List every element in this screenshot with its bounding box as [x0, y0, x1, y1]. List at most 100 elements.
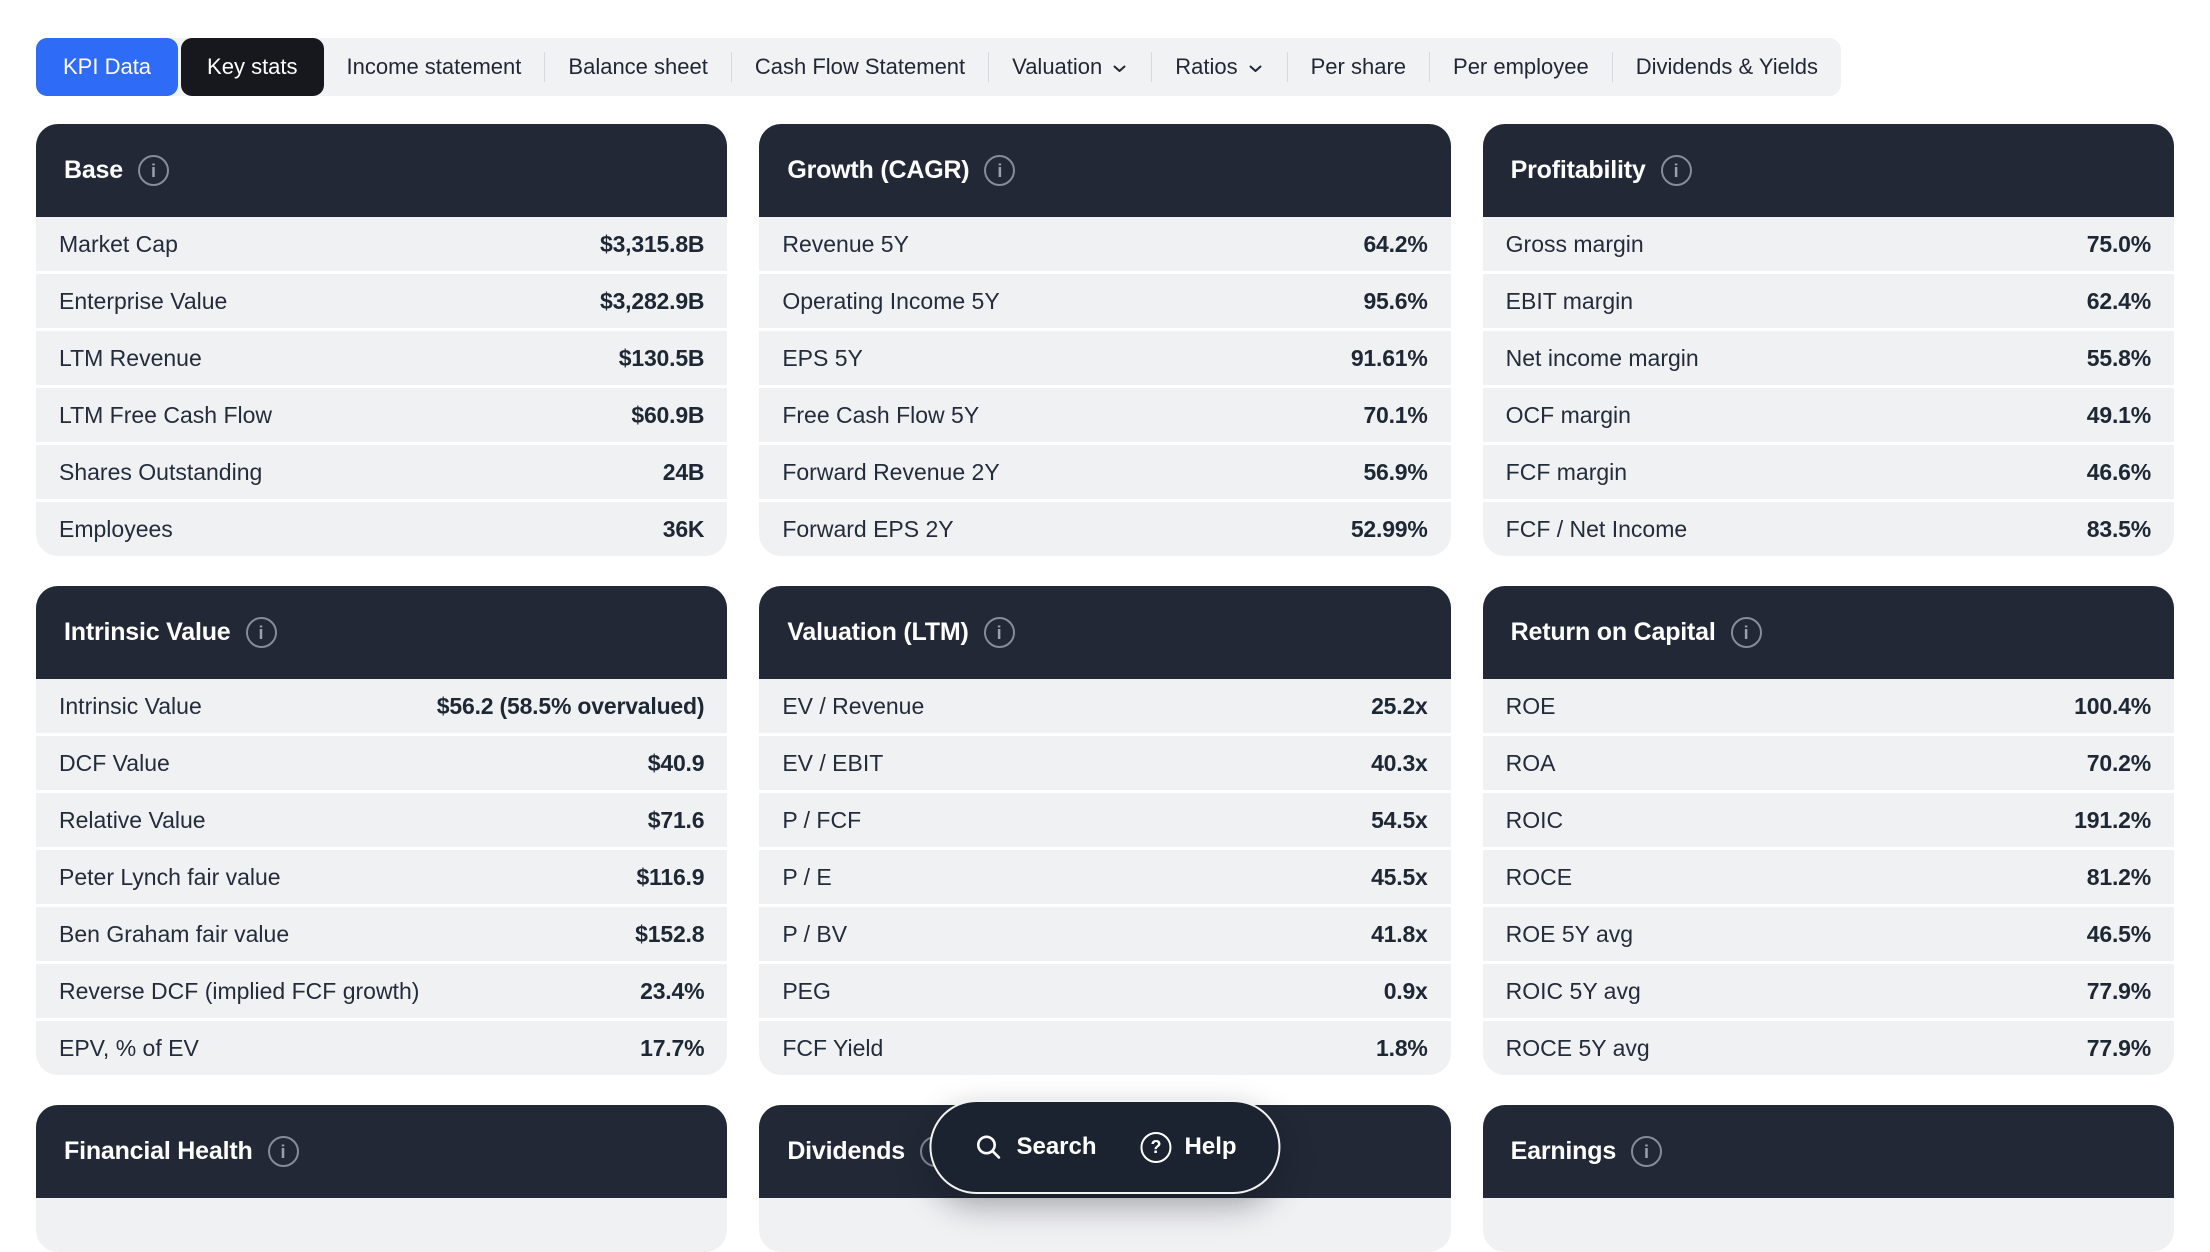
stat-row: Ben Graham fair value $152.8: [36, 907, 728, 961]
stat-row: EPV, % of EV 17.7%: [36, 1021, 728, 1075]
stat-label: Gross margin: [1505, 230, 1644, 257]
stat-value: 40.3x: [1371, 749, 1428, 776]
tab-per-employee[interactable]: Per employee: [1430, 38, 1612, 96]
stat-value: 23.4%: [640, 977, 705, 1004]
stat-value: 1.8%: [1376, 1034, 1428, 1061]
card-profitability: Profitability i Gross margin 75.0% EBIT …: [1482, 124, 2174, 556]
stat-value: 100.4%: [2074, 692, 2151, 719]
stat-row: OCF margin 49.1%: [1482, 388, 2174, 442]
search-button[interactable]: Search: [973, 1132, 1097, 1162]
card-title: Valuation (LTM): [787, 618, 969, 646]
stat-card-header: Earnings i: [1482, 1105, 2174, 1198]
card-growth-cagr: Growth (CAGR) i Revenue 5Y 64.2% Operati…: [759, 124, 1451, 556]
info-icon[interactable]: i: [245, 617, 277, 648]
tab-income-statement[interactable]: Income statement: [324, 38, 545, 96]
stat-row: [36, 1198, 728, 1252]
stat-value: 83.5%: [2086, 515, 2151, 542]
stat-value: 49.1%: [2086, 401, 2151, 428]
stat-row: Intrinsic Value $56.2 (58.5% overvalued): [36, 679, 728, 733]
stat-row: Market Cap $3,315.8B: [36, 217, 728, 271]
stat-label: EV / EBIT: [782, 749, 884, 776]
info-icon[interactable]: i: [1730, 617, 1762, 648]
stat-label: Forward Revenue 2Y: [782, 458, 1000, 485]
stat-value: 70.1%: [1363, 401, 1428, 428]
stat-label: Reverse DCF (implied FCF growth): [59, 977, 420, 1004]
help-button[interactable]: ? Help: [1140, 1131, 1237, 1163]
stat-row: Forward Revenue 2Y 56.9%: [759, 445, 1451, 499]
stat-card-body: EV / Revenue 25.2x EV / EBIT 40.3x P / F…: [759, 679, 1451, 1075]
info-icon[interactable]: i: [137, 155, 169, 186]
stat-value: $3,282.9B: [599, 287, 705, 314]
stat-row: Operating Income 5Y 95.6%: [759, 274, 1451, 328]
info-icon[interactable]: i: [984, 155, 1016, 186]
card-financial-health: Financial Health i: [36, 1105, 728, 1252]
tab-key-stats[interactable]: Key stats: [181, 38, 324, 96]
stat-card-header: Intrinsic Value i: [36, 586, 728, 679]
nav-tab-label: Ratios: [1175, 54, 1238, 79]
info-icon[interactable]: i: [1660, 155, 1692, 186]
stat-row: Gross margin 75.0%: [1482, 217, 2174, 271]
stat-row: Reverse DCF (implied FCF growth) 23.4%: [36, 964, 728, 1018]
stat-row: Employees 36K: [36, 502, 728, 556]
stat-value: 62.4%: [2086, 287, 2151, 314]
stat-value: 191.2%: [2074, 806, 2151, 833]
nav-tab-label: Key stats: [207, 54, 298, 79]
nav-divider: [544, 52, 546, 82]
stat-row: LTM Revenue $130.5B: [36, 331, 728, 385]
stat-label: Shares Outstanding: [59, 458, 263, 485]
stat-card-header: Financial Health i: [36, 1105, 728, 1198]
stat-row: ROIC 191.2%: [1482, 793, 2174, 847]
tab-kpi-data[interactable]: KPI Data: [36, 38, 179, 96]
stat-card-header: Return on Capital i: [1482, 586, 2174, 679]
nav-tab-label: KPI Data: [63, 54, 152, 79]
info-icon[interactable]: i: [983, 617, 1015, 648]
nav-divider: [988, 52, 990, 82]
stat-label: Enterprise Value: [59, 287, 228, 314]
nav-divider: [730, 52, 732, 82]
stat-label: FCF margin: [1505, 458, 1628, 485]
stat-label: Forward EPS 2Y: [782, 515, 954, 542]
card-title: Earnings: [1510, 1137, 1617, 1165]
stat-value: 95.6%: [1363, 287, 1428, 314]
tab-ratios[interactable]: Ratios: [1152, 38, 1286, 96]
stat-label: ROIC: [1505, 806, 1564, 833]
floating-toolbar: Search ? Help: [929, 1100, 1281, 1194]
nav-tab-label: Dividends & Yields: [1635, 54, 1818, 79]
nav-tab-label: Per share: [1310, 54, 1407, 79]
nav-tab-label: Balance sheet: [568, 54, 708, 79]
info-icon[interactable]: i: [267, 1136, 299, 1167]
nav-divider: [1611, 52, 1613, 82]
nav-tab-label: Cash Flow Statement: [754, 54, 966, 79]
stat-card-body: [759, 1198, 1451, 1252]
search-icon: [976, 1135, 1001, 1159]
stat-row: EPS 5Y 91.61%: [759, 331, 1451, 385]
nav-tab-label: Income statement: [346, 54, 522, 79]
stat-label: ROE 5Y avg: [1505, 920, 1634, 947]
stat-label: Net income margin: [1505, 344, 1699, 371]
stat-value: 24B: [662, 458, 705, 485]
tab-balance-sheet[interactable]: Balance sheet: [545, 38, 730, 96]
stat-row: Shares Outstanding 24B: [36, 445, 728, 499]
card-return-on-capital: Return on Capital i ROE 100.4% ROA 70.2%…: [1482, 586, 2174, 1075]
stat-row: ROIC 5Y avg 77.9%: [1482, 964, 2174, 1018]
stat-row: P / E 45.5x: [759, 850, 1451, 904]
tab-dividends-yields[interactable]: Dividends & Yields: [1613, 38, 1841, 96]
stat-label: P / BV: [782, 920, 848, 947]
tab-cash-flow-statement[interactable]: Cash Flow Statement: [732, 38, 988, 96]
card-base: Base i Market Cap $3,315.8B Enterprise V…: [36, 124, 728, 556]
tab-valuation[interactable]: Valuation: [989, 38, 1151, 96]
card-title: Growth (CAGR): [787, 156, 970, 184]
stat-card-header: Valuation (LTM) i: [759, 586, 1451, 679]
stat-card-header: Base i: [36, 124, 728, 217]
stat-row: P / BV 41.8x: [759, 907, 1451, 961]
stat-row: EBIT margin 62.4%: [1482, 274, 2174, 328]
info-icon[interactable]: i: [1631, 1136, 1663, 1167]
tab-per-share[interactable]: Per share: [1288, 38, 1429, 96]
stat-label: EPV, % of EV: [59, 1034, 199, 1061]
stat-label: ROCE 5Y avg: [1505, 1034, 1650, 1061]
stat-row: ROE 100.4%: [1482, 679, 2174, 733]
stat-label: ROE: [1505, 692, 1556, 719]
stat-label: LTM Free Cash Flow: [59, 401, 273, 428]
stat-label: LTM Revenue: [59, 344, 202, 371]
stat-value: $3,315.8B: [599, 230, 705, 257]
